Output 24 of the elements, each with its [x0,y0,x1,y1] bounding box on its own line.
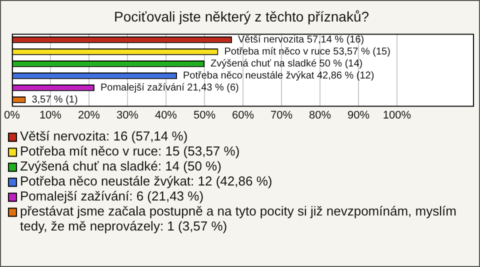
x-tick-label: 40% [154,109,178,122]
legend-label: Větší nervozita: 16 (57,14 %) [20,128,188,144]
x-tick-label: 20% [78,109,100,122]
x-tick-label: 0% [4,109,20,122]
x-tick-label: 70% [270,109,293,122]
chart-title: Pociťovali jste některý z těchto příznaků? [114,8,370,24]
data-label: Potřeba mít něco v ruce 53,57 % (15) [224,46,390,58]
x-tick-label: 30% [116,109,139,122]
legend-label: Zvýšená chuť na sladké: 14 (50 %) [20,158,222,174]
legend-label: Pomalejší zažívání: 6 (21,43 %) [20,188,204,204]
x-tick-label: 60% [232,109,254,122]
legend-label: přestávat jsme začala postupně a na tyto pocity si již nevzpomínám, myslím tedy, že mě neprovázely: 1 (3,57 %) [20,203,456,234]
data-label: Potřeba něco neustále žvýkat 42,86 % (12) [182,70,374,82]
x-tick-label: 90% [347,109,370,122]
x-tick-label: 100% [382,109,412,122]
data-label: Větší nervozita 57,14 % (16) [238,34,364,46]
x-tick-label: 50% [193,109,216,122]
data-label: Zvýšená chuť na sladké 50 % (14) [210,58,363,70]
data-label: 3,57 % (1) [32,94,78,106]
legend-label: Potřeba mít něco v ruce: 15 (53,57 %) [20,143,240,158]
legend-label: Potřeba něco neustále žvýkat: 12 (42,86 %) [20,173,272,188]
data-label: Pomalejší zažívání 21,43 % (6) [100,82,239,94]
x-tick-label: 80% [308,109,332,122]
x-tick-label: 10% [39,109,62,122]
